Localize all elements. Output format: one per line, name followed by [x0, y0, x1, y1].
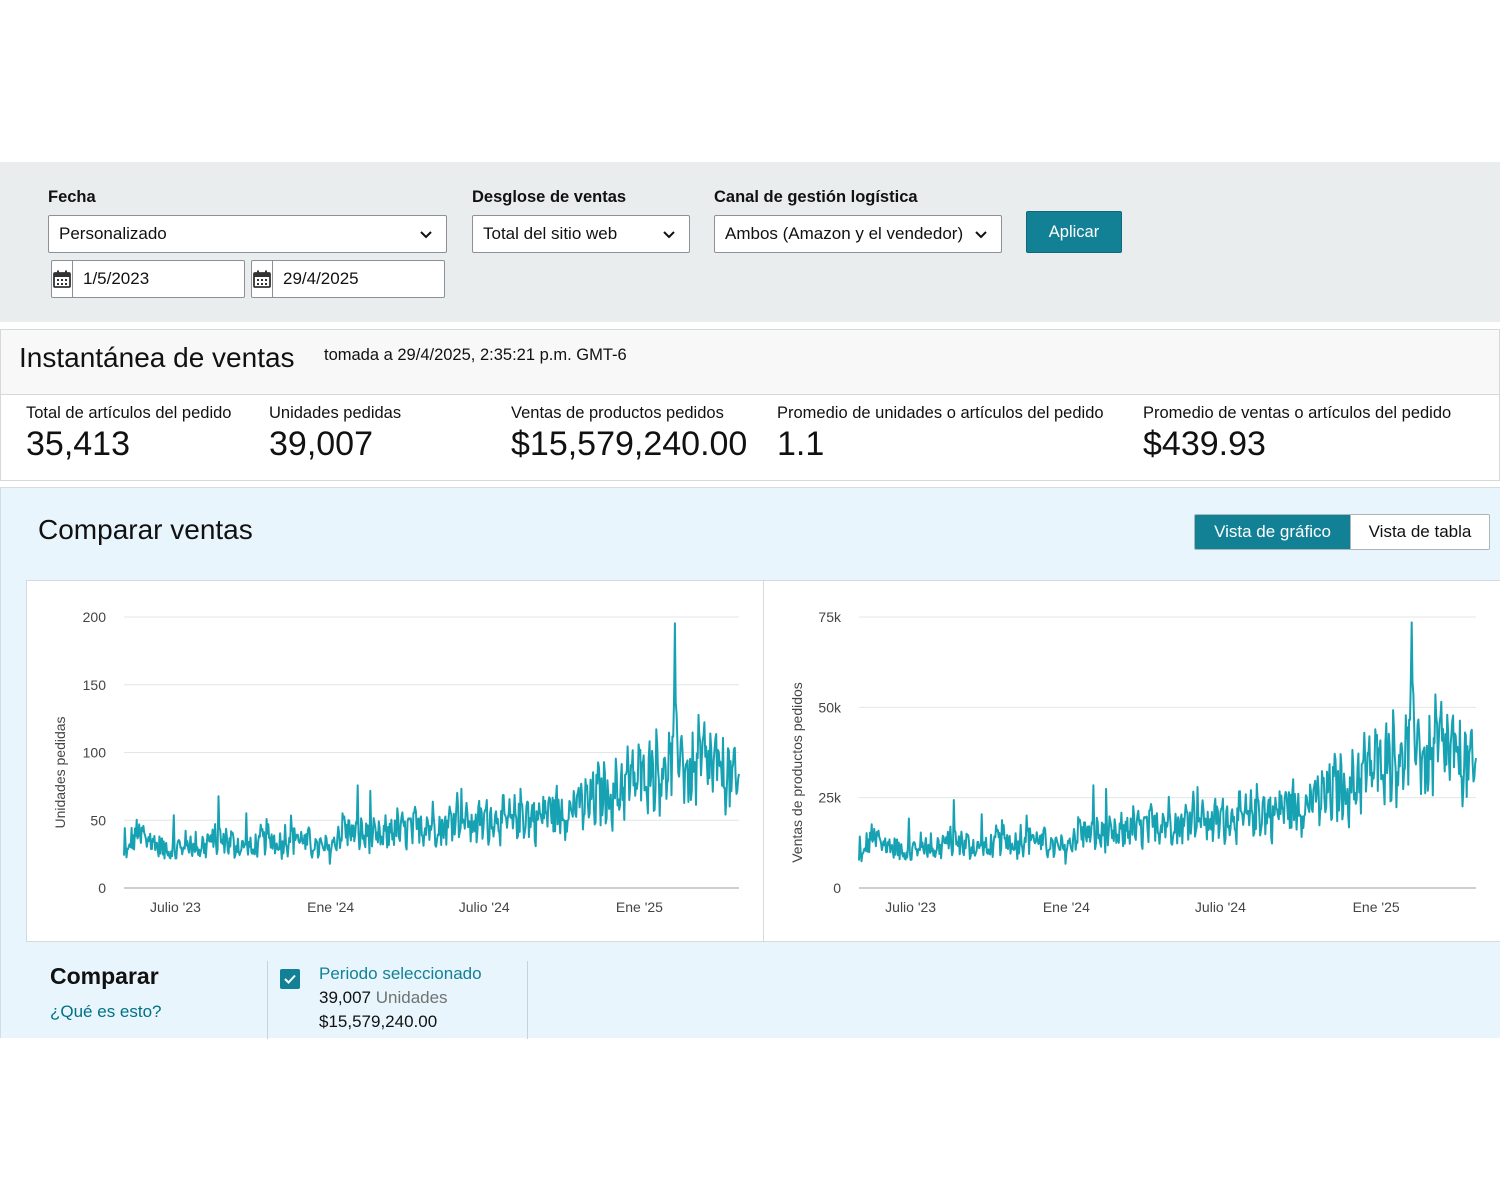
x-tick-label: Ene '24	[1043, 899, 1090, 915]
metric-label: Promedio de ventas o artículos del pedid…	[1143, 404, 1452, 422]
metric-value: 35,413	[26, 425, 130, 463]
x-tick-label: Julio '23	[150, 899, 201, 915]
x-tick-label: Ene '24	[307, 899, 354, 915]
x-tick-label: Ene '25	[616, 899, 663, 915]
y-axis-label: Ventas de productos pedidos	[789, 682, 805, 863]
breakdown-label: Desglose de ventas	[472, 188, 627, 206]
sales-snapshot: Instantánea de ventas tomada a 29/4/2025…	[0, 329, 1500, 481]
channel-value: Ambos (Amazon y el vendedor)	[725, 224, 964, 243]
series-line	[123, 622, 740, 865]
view-toggle: Vista de gráfico Vista de tabla	[1194, 514, 1490, 550]
metric-label: Total de artículos del pedido	[26, 404, 232, 422]
end-date-field	[251, 260, 514, 298]
sales-chart-panel: 0 25k 50k 75k Julio '23 Ene '24 Julio '24 Ene '…	[763, 580, 1500, 942]
x-tick-label: Julio '24	[459, 899, 510, 915]
selected-period-sales: $15,579,240.00	[319, 1012, 438, 1031]
compare-heading: Comparar	[50, 963, 159, 989]
channel-label: Canal de gestión logística	[714, 188, 918, 206]
chevron-down-icon	[663, 231, 675, 239]
date-label: Fecha	[48, 188, 96, 206]
check-icon	[284, 974, 296, 984]
selected-period-checkbox[interactable]	[280, 969, 300, 989]
date-range-value: Personalizado	[59, 224, 167, 243]
breakdown-value: Total del sitio web	[483, 224, 618, 243]
apply-button[interactable]: Aplicar	[1026, 211, 1122, 253]
calendar-icon[interactable]	[52, 261, 73, 297]
y-tick-label: 200	[83, 609, 107, 625]
selected-period-units: 39,007 Unidades	[319, 988, 448, 1008]
chevron-down-icon	[975, 231, 987, 239]
series-line	[858, 621, 1477, 865]
metric-avg-units: Promedio de unidades o artículos del ped…	[777, 404, 1104, 464]
chevron-down-icon	[420, 231, 432, 239]
y-tick-label: 25k	[818, 790, 842, 806]
y-tick-label: 0	[98, 880, 106, 896]
units-suffix: Unidades	[375, 988, 448, 1007]
breakdown-select[interactable]: Total del sitio web	[472, 215, 690, 253]
x-tick-label: Julio '24	[1195, 899, 1246, 915]
what-is-this-link[interactable]: ¿Qué es esto?	[50, 1002, 162, 1021]
sales-chart: 0 25k 50k 75k Julio '23 Ene '24 Julio '24 Ene '…	[789, 609, 1477, 915]
metric-units-ordered: Unidades pedidas 39,007	[269, 404, 401, 464]
divider	[267, 961, 268, 1039]
table-view-button[interactable]: Vista de tabla	[1350, 515, 1489, 549]
date-range-select[interactable]: Personalizado	[48, 215, 447, 253]
y-tick-label: 75k	[818, 609, 842, 625]
metric-value: 1.1	[777, 425, 825, 463]
compare-title: Comparar ventas	[38, 514, 253, 545]
metric-value: $15,579,240.00	[511, 425, 748, 463]
y-tick-label: 50	[90, 812, 106, 828]
selected-period-title: Periodo seleccionado	[319, 964, 482, 983]
y-tick-label: 150	[83, 677, 107, 693]
metric-label: Promedio de unidades o artículos del ped…	[777, 404, 1104, 422]
snapshot-timestamp: tomada a 29/4/2025, 2:35:21 p.m. GMT-6	[324, 346, 627, 364]
filter-bar: Fecha Personalizado Desglose de ventas T…	[0, 162, 1500, 322]
compare-sales-section: Comparar ventas Vista de gráfico Vista d…	[0, 487, 1500, 1039]
snapshot-header: Instantánea de ventas tomada a 29/4/2025…	[1, 330, 1499, 395]
metric-label: Ventas de productos pedidos	[511, 404, 724, 422]
y-tick-label: 50k	[818, 699, 842, 715]
x-tick-label: Ene '25	[1353, 899, 1400, 915]
units-chart: 0 50 100 150 200 Julio '23 Ene '24 Julio '24 Ene…	[52, 609, 740, 915]
units-value: 39,007	[319, 988, 371, 1007]
metric-value: 39,007	[269, 425, 373, 463]
y-axis-label: Unidades pedidas	[52, 716, 68, 828]
units-chart-panel: 0 50 100 150 200 Julio '23 Ene '24 Julio '24 Ene…	[26, 580, 764, 942]
channel-select[interactable]: Ambos (Amazon y el vendedor)	[714, 215, 1002, 253]
y-tick-label: 100	[83, 745, 107, 761]
metric-value: $439.93	[1143, 425, 1266, 463]
chart-view-button[interactable]: Vista de gráfico	[1195, 515, 1350, 549]
metric-avg-sales: Promedio de ventas o artículos del pedid…	[1143, 404, 1451, 464]
x-tick-label: Julio '23	[885, 899, 936, 915]
metric-product-sales: Ventas de productos pedidos $15,579,240.…	[511, 404, 747, 464]
snapshot-title: Instantánea de ventas	[19, 342, 295, 373]
calendar-icon[interactable]	[252, 261, 273, 297]
metric-order-items: Total de artículos del pedido 35,413	[26, 404, 231, 464]
metric-label: Unidades pedidas	[269, 404, 402, 422]
y-tick-label: 0	[833, 880, 841, 896]
divider	[527, 961, 528, 1039]
end-date-input[interactable]	[273, 261, 514, 297]
start-date-field	[51, 260, 314, 298]
